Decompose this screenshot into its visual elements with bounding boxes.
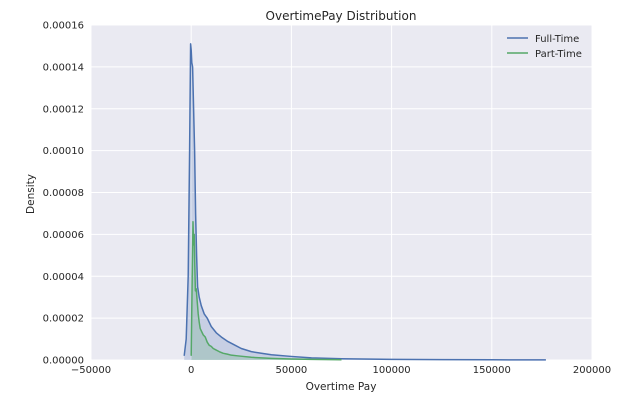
x-tick-label: 150000: [473, 365, 511, 376]
y-tick-label: 0.00000: [43, 356, 84, 367]
y-tick-label: 0.00014: [43, 62, 84, 73]
legend-label-full-time: Full-Time: [535, 34, 579, 45]
density-area-part-time: [191, 221, 342, 360]
x-axis-label: Overtime Pay: [306, 381, 377, 393]
y-tick-label: 0.00016: [43, 21, 84, 32]
y-tick-label: 0.00002: [43, 314, 84, 325]
x-tick-label: −50000: [71, 365, 111, 376]
y-tick-label: 0.00012: [43, 104, 84, 115]
x-tick-labels: −50000 0 50000 100000 150000 200000: [71, 365, 611, 376]
x-tick-label: 50000: [275, 365, 307, 376]
y-tick-label: 0.00006: [43, 230, 84, 241]
x-tick-label: 0: [188, 365, 194, 376]
density-line-part-time: [190, 221, 342, 361]
legend-label-part-time: Part-Time: [535, 49, 582, 60]
legend: Full-Time Part-Time: [507, 34, 582, 60]
y-tick-label: 0.00008: [43, 188, 84, 199]
x-tick-label: 100000: [373, 365, 411, 376]
chart-title: OvertimePay Distribution: [266, 9, 417, 23]
density-line-full-time: [183, 43, 546, 361]
series-layer: [183, 43, 546, 361]
y-tick-label: 0.00004: [43, 272, 84, 283]
y-tick-label: 0.00010: [43, 146, 84, 157]
y-tick-labels: 0.00000 0.00002 0.00004 0.00006 0.00008 0.000…: [43, 21, 84, 367]
y-axis-label: Density: [25, 174, 37, 214]
x-tick-label: 200000: [573, 365, 611, 376]
